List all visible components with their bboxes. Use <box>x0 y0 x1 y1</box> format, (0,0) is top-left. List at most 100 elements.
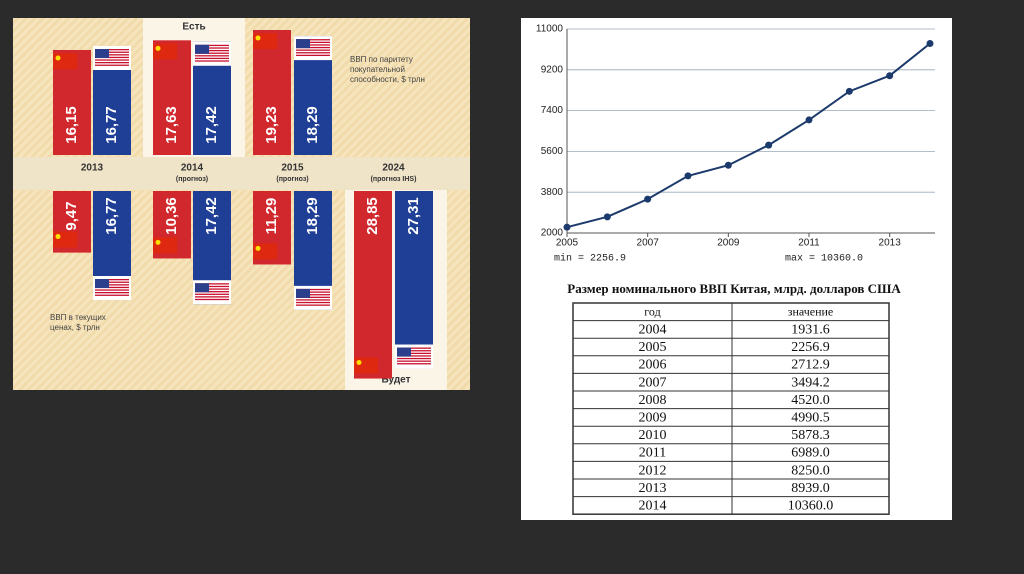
value-label: 28,85 <box>364 197 381 235</box>
now-label: Есть <box>182 22 205 33</box>
line-series <box>566 42 931 229</box>
point <box>845 87 853 95</box>
flag-stripe <box>296 39 330 41</box>
flag-stripe <box>95 292 129 294</box>
y-tick-label: 2000 <box>541 228 564 239</box>
flag-stripe <box>296 54 330 57</box>
flag-stripe <box>296 304 330 306</box>
flag-stripe <box>95 281 129 283</box>
bar <box>395 191 433 369</box>
point <box>644 195 652 203</box>
category-label: 2015 <box>281 163 304 174</box>
flag-china <box>153 237 177 254</box>
flag-stripe <box>397 363 431 365</box>
category-label: 2013 <box>81 163 104 174</box>
table: год значение 2004 1931.6 2005 2256.9 2006 2712.… <box>572 302 890 515</box>
point <box>724 161 732 169</box>
flag-stripe <box>296 294 330 296</box>
y-tick-label: 7400 <box>541 105 564 116</box>
max-annotation: max = 10360.0 <box>785 254 863 265</box>
x-tick-label: 2011 <box>798 238 820 249</box>
table-cell: 8250.0 <box>791 463 830 478</box>
table-cell: 8939.0 <box>791 481 830 496</box>
future-label: Будет <box>381 375 410 386</box>
flag-stripe <box>195 298 229 301</box>
flag-china <box>253 33 277 50</box>
flag-canton <box>195 44 209 54</box>
flag-stripe <box>195 49 229 52</box>
flag-stripe <box>195 55 229 57</box>
point <box>563 223 571 231</box>
infographic: Есть Будет ВВП по паритету покупательной… <box>50 22 433 386</box>
flag-stripe <box>195 296 229 298</box>
value-label: 16,77 <box>103 106 120 144</box>
flag-star <box>55 234 61 240</box>
table-title: Размер номинального ВВП Китая, млрд. дол… <box>567 281 901 296</box>
flag-stripe <box>296 49 330 51</box>
flag-china <box>153 43 177 60</box>
table-cell: 2004 <box>639 322 667 337</box>
flag-canton <box>296 288 310 298</box>
y-tick-label: 11000 <box>536 24 564 35</box>
flag-stripe <box>195 293 229 295</box>
value-label: 17,42 <box>203 197 220 235</box>
flag-stripe <box>95 56 129 59</box>
y-tick-label: 3800 <box>541 187 564 198</box>
flag-stripe <box>95 48 129 51</box>
table-cell: 4990.5 <box>791 410 830 425</box>
flag-stripe <box>95 279 129 281</box>
flag-canton <box>95 279 109 289</box>
table-cell: 10360.0 <box>788 498 834 513</box>
flag-star <box>255 35 261 41</box>
table-cell: 2007 <box>639 375 667 390</box>
category-label: 2024 <box>382 163 405 174</box>
flag-stripe <box>95 54 129 56</box>
year-band <box>13 157 470 190</box>
point <box>886 72 894 80</box>
table-cell: 1931.6 <box>791 322 830 337</box>
flag-stripe <box>195 52 229 54</box>
table-cell: 2010 <box>639 428 667 443</box>
value-label: 19,23 <box>263 106 280 144</box>
flag-stripe <box>195 44 229 47</box>
flag-stripe <box>195 60 229 62</box>
value-label: 10,36 <box>163 197 180 235</box>
x-tick-label: 2013 <box>879 238 902 249</box>
flag-canton <box>95 48 109 58</box>
point <box>765 141 773 149</box>
flag-stripe <box>296 41 330 44</box>
flag-canton <box>195 283 209 293</box>
flag-stripe <box>195 283 229 285</box>
flag-stripe <box>95 51 129 53</box>
flag-stripe <box>195 285 229 288</box>
flag-star <box>155 239 161 245</box>
flag-star <box>55 55 61 61</box>
flag-stripe <box>95 289 129 291</box>
point <box>603 213 611 221</box>
flag-china <box>53 53 77 70</box>
x-tick-label: 2009 <box>717 238 740 249</box>
flag-stripe <box>195 57 229 60</box>
flag-stripe <box>296 44 330 46</box>
y-tick-label: 5600 <box>541 146 564 157</box>
flag-stripe <box>296 299 330 301</box>
value-label: 11,29 <box>263 198 280 235</box>
flag-star <box>356 360 362 366</box>
flag-stripe <box>95 284 129 286</box>
ppp-title: ВВП по паритету покупательной способност… <box>350 55 425 84</box>
flag-star <box>255 245 261 251</box>
table-header-cell: значение <box>788 304 834 318</box>
value-label: 17,63 <box>163 106 180 144</box>
flag-stripe <box>95 59 129 61</box>
flag-china <box>53 231 77 248</box>
flag-stripe <box>296 296 330 298</box>
flag-stripe <box>397 350 431 352</box>
flag-stripe <box>95 64 129 66</box>
flag-stripe <box>195 291 229 293</box>
flag-stripe <box>296 301 330 304</box>
flag-stripe <box>95 294 129 296</box>
bar <box>354 191 392 379</box>
table-cell: 6989.0 <box>791 446 830 461</box>
